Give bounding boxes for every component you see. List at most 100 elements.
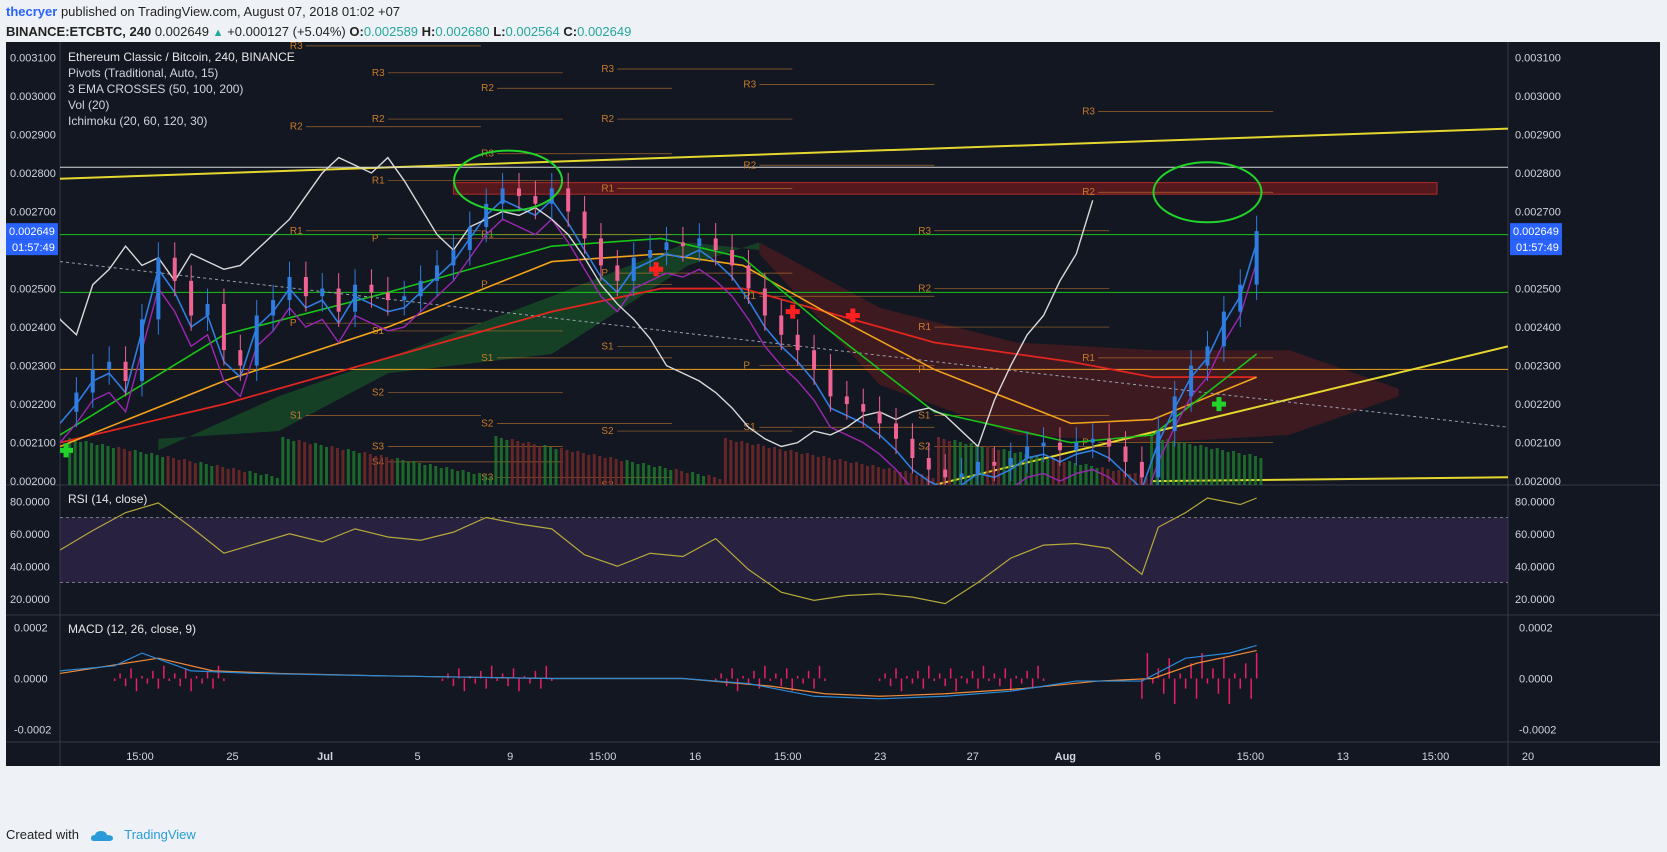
pivot-label: P bbox=[743, 361, 750, 372]
candle-body bbox=[861, 404, 866, 412]
volume-bar bbox=[1139, 475, 1143, 485]
author-name[interactable]: thecryer bbox=[6, 4, 58, 19]
countdown-left: 01:57:49 bbox=[12, 242, 55, 254]
rsi-tick-right: 20.0000 bbox=[1515, 594, 1555, 606]
volume-bar bbox=[314, 443, 318, 485]
macd-tick-right: -0.0002 bbox=[1519, 724, 1556, 736]
price-tick-right: 0.002200 bbox=[1515, 399, 1561, 411]
volume-bar bbox=[1221, 450, 1225, 485]
chart-area[interactable]: 0.002000 0.002000 0.002100 0.002100 0.002200… bbox=[0, 42, 1667, 818]
volume-bar bbox=[723, 438, 727, 485]
volume-bar bbox=[357, 453, 361, 485]
candle-body bbox=[418, 280, 423, 297]
volume-bar bbox=[734, 442, 738, 485]
volume-bar bbox=[1232, 451, 1236, 485]
volume-bar bbox=[1248, 454, 1252, 485]
pivot-label: S1 bbox=[372, 326, 385, 337]
volume-bar bbox=[243, 472, 247, 485]
volume-bar bbox=[510, 439, 514, 485]
rsi-tick-left: 20.0000 bbox=[10, 594, 50, 606]
volume-bar bbox=[865, 466, 869, 485]
candle-body bbox=[1139, 461, 1144, 478]
candle-body bbox=[746, 265, 751, 289]
highlight-ellipse bbox=[1152, 161, 1263, 224]
candle-body bbox=[107, 361, 112, 370]
pivot-label: P bbox=[1082, 438, 1089, 449]
volume-bar bbox=[270, 476, 274, 485]
volume-bar bbox=[226, 469, 230, 485]
volume-bar bbox=[751, 445, 755, 485]
candle-body bbox=[1107, 438, 1112, 447]
close-value: 0.002649 bbox=[577, 24, 632, 39]
candle-body bbox=[894, 423, 899, 439]
volume-bar bbox=[253, 473, 257, 485]
candle-body bbox=[1254, 231, 1259, 285]
high-value: 0.002680 bbox=[435, 24, 490, 39]
volume-bar bbox=[172, 458, 176, 485]
volume-bar bbox=[592, 454, 596, 485]
volume-bar bbox=[95, 445, 99, 485]
rsi-tick-left: 40.0000 bbox=[10, 561, 50, 573]
volume-bar bbox=[936, 437, 940, 485]
time-tick: 16 bbox=[689, 751, 701, 763]
volume-bar bbox=[363, 452, 367, 485]
candle-body bbox=[287, 276, 292, 301]
high-label: H: bbox=[421, 24, 436, 39]
volume-bar bbox=[1068, 461, 1072, 485]
candle-body bbox=[1238, 284, 1243, 312]
tradingview-brand[interactable]: TradingView bbox=[124, 827, 196, 842]
volume-bar bbox=[805, 453, 809, 485]
time-tick: 13 bbox=[1337, 751, 1349, 763]
volume-bar bbox=[281, 437, 285, 485]
volume-bar bbox=[1035, 455, 1039, 485]
volume-bar bbox=[467, 472, 471, 485]
volume-bar bbox=[297, 440, 301, 485]
price-tick-left: 0.002000 bbox=[10, 476, 56, 488]
candle-body bbox=[451, 250, 456, 266]
last-price: 0.002649 bbox=[154, 24, 210, 39]
volume-bar bbox=[1008, 451, 1012, 485]
volume-bar bbox=[532, 444, 536, 485]
rsi-tick-left: 60.0000 bbox=[10, 529, 50, 541]
volume-bar bbox=[423, 465, 427, 485]
candle-body bbox=[467, 226, 472, 251]
tradingview-cloud-icon bbox=[90, 830, 113, 841]
volume-bar bbox=[330, 446, 334, 485]
volume-bar bbox=[696, 474, 700, 485]
candle-body bbox=[369, 284, 374, 293]
volume-bar bbox=[401, 460, 405, 485]
pivot-label: S2 bbox=[481, 418, 494, 429]
volume-bar bbox=[139, 452, 143, 485]
volume-bar bbox=[1089, 466, 1093, 485]
volume-bar bbox=[417, 463, 421, 485]
ema-cross-marker bbox=[845, 308, 860, 323]
ema50-line bbox=[60, 237, 1258, 444]
macd-tick-left: 0.0002 bbox=[14, 623, 48, 635]
volume-bar bbox=[598, 456, 602, 485]
pivot-label: R1 bbox=[290, 226, 303, 237]
volume-bar bbox=[811, 455, 815, 485]
candle-body bbox=[336, 288, 341, 312]
volume-bar bbox=[1193, 446, 1197, 485]
volume-bar bbox=[150, 453, 154, 485]
candle-body bbox=[1041, 442, 1046, 447]
volume-bar bbox=[396, 458, 400, 485]
volume-bar bbox=[680, 471, 684, 485]
countdown-right: 01:57:49 bbox=[1516, 242, 1559, 254]
kijun-line bbox=[60, 218, 1258, 485]
volume-bar bbox=[898, 472, 902, 485]
volume-bar bbox=[319, 445, 323, 485]
time-tick: 15:00 bbox=[774, 751, 802, 763]
candle-body bbox=[435, 265, 440, 281]
rsi-line bbox=[59, 497, 1257, 605]
volume-bar bbox=[620, 461, 624, 485]
volume-bar bbox=[90, 443, 94, 485]
volume-bar bbox=[1171, 441, 1175, 485]
candle-body bbox=[74, 392, 79, 412]
volume-bar bbox=[232, 468, 236, 485]
volume-bar bbox=[346, 449, 350, 485]
pivot-label: S1 bbox=[290, 411, 303, 422]
candle-body bbox=[795, 334, 800, 351]
price-label-left: 0.002649 bbox=[9, 226, 55, 238]
candle-body bbox=[1057, 442, 1062, 451]
